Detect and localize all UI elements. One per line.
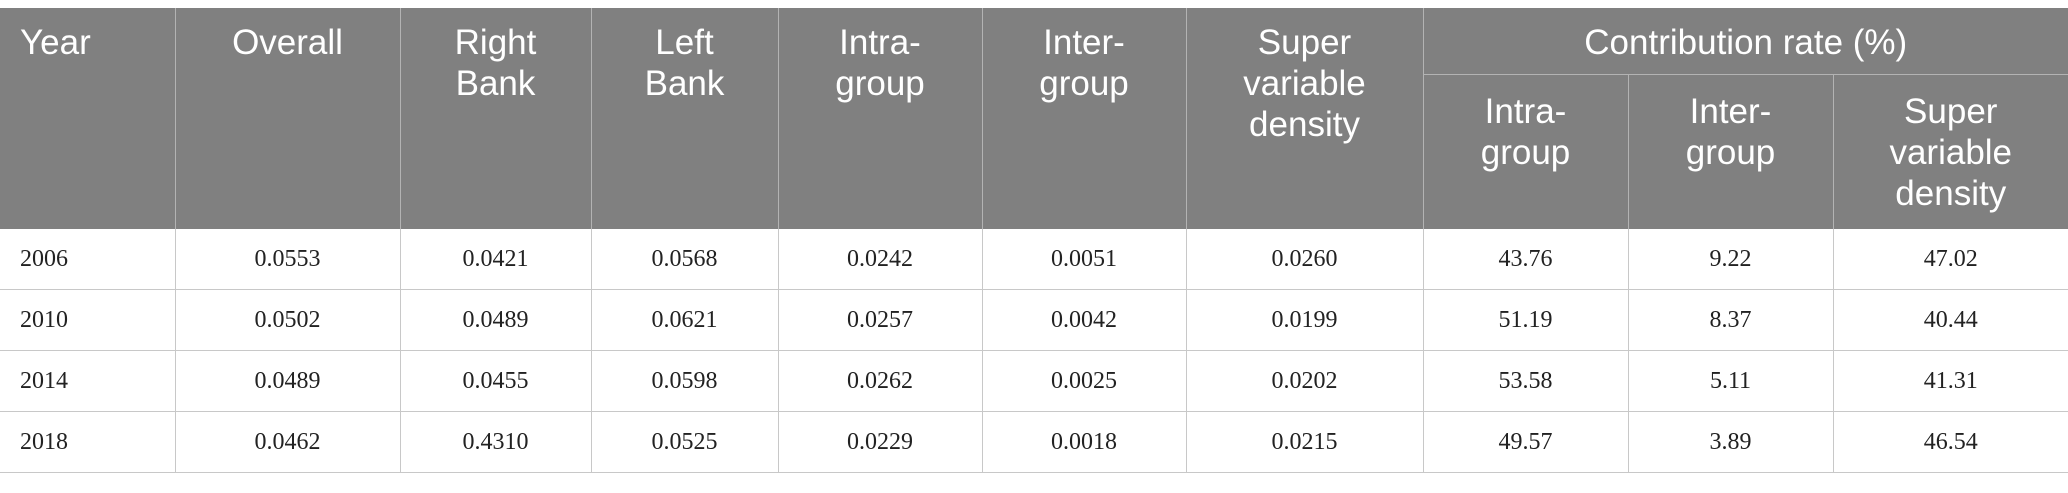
- cell-contrib-intra: 53.58: [1422, 350, 1629, 412]
- cell-year: 2014: [0, 350, 176, 412]
- cell-contrib-intra: 49.57: [1422, 411, 1629, 473]
- table-row: 2018 0.0462 0.4310 0.0525 0.0229 0.0018 0.0215…: [0, 411, 2068, 473]
- cell-contrib-super: 41.31: [1832, 350, 2068, 412]
- header-overall: Overall: [174, 8, 401, 229]
- header-contrib-super-variable-density-label: Super variable density: [1889, 92, 2013, 213]
- cell-left-bank: 0.0568: [590, 229, 779, 290]
- cell-year: 2010: [0, 289, 176, 351]
- cell-right-bank: 0.4310: [399, 411, 592, 473]
- cell-contrib-inter: 3.89: [1627, 411, 1834, 473]
- cell-left-bank: 0.0598: [590, 350, 779, 412]
- header-super-variable-density-label: Super variable density: [1243, 23, 1366, 144]
- cell-intra-group: 0.0229: [777, 411, 983, 473]
- header-overall-label: Overall: [232, 23, 343, 62]
- cell-contrib-inter: 9.22: [1627, 229, 1834, 290]
- table-body: 2006 0.0553 0.0421 0.0568 0.0242 0.0051 0.0260…: [0, 229, 2068, 473]
- header-inter-group: Inter-group: [981, 8, 1187, 229]
- cell-contrib-super: 46.54: [1832, 411, 2068, 473]
- header-contrib-intra-group-label: Intra-group: [1480, 92, 1571, 172]
- header-year: Year: [0, 8, 176, 229]
- header-left-bank-label: Left Bank: [644, 23, 725, 103]
- header-inter-group-label: Inter-group: [1039, 23, 1129, 103]
- cell-contrib-super: 40.44: [1832, 289, 2068, 351]
- table-row: 2006 0.0553 0.0421 0.0568 0.0242 0.0051 0.0260…: [0, 229, 2068, 290]
- cell-overall: 0.0489: [174, 350, 401, 412]
- cell-super-variable-density: 0.0260: [1185, 229, 1424, 290]
- cell-overall: 0.0553: [174, 229, 401, 290]
- header-contribution-rate: Contribution rate (%): [1422, 8, 2068, 75]
- header-contribution-rate-label: Contribution rate (%): [1584, 23, 1908, 62]
- cell-super-variable-density: 0.0202: [1185, 350, 1424, 412]
- cell-contrib-inter: 8.37: [1627, 289, 1834, 351]
- cell-right-bank: 0.0421: [399, 229, 592, 290]
- cell-intra-group: 0.0257: [777, 289, 983, 351]
- header-contrib-intra-group: Intra-group: [1422, 74, 1629, 229]
- cell-inter-group: 0.0051: [981, 229, 1187, 290]
- header-contrib-super-variable-density: Super variable density: [1832, 74, 2068, 229]
- cell-right-bank: 0.0455: [399, 350, 592, 412]
- cell-super-variable-density: 0.0199: [1185, 289, 1424, 351]
- header-contrib-inter-group: Inter-group: [1627, 74, 1834, 229]
- cell-overall: 0.0502: [174, 289, 401, 351]
- cell-inter-group: 0.0018: [981, 411, 1187, 473]
- table-row: 2010 0.0502 0.0489 0.0621 0.0257 0.0042 0.0199…: [0, 289, 2068, 351]
- cell-left-bank: 0.0525: [590, 411, 779, 473]
- cell-inter-group: 0.0025: [981, 350, 1187, 412]
- table-row: 2014 0.0489 0.0455 0.0598 0.0262 0.0025 0.0202…: [0, 350, 2068, 412]
- cell-intra-group: 0.0262: [777, 350, 983, 412]
- data-table: Year Overall Right Bank Left Bank Intra-gr…: [0, 8, 2068, 473]
- cell-contrib-intra: 43.76: [1422, 229, 1629, 290]
- cell-contrib-inter: 5.11: [1627, 350, 1834, 412]
- cell-inter-group: 0.0042: [981, 289, 1187, 351]
- cell-left-bank: 0.0621: [590, 289, 779, 351]
- header-super-variable-density: Super variable density: [1185, 8, 1424, 229]
- cell-contrib-intra: 51.19: [1422, 289, 1629, 351]
- header-intra-group: Intra-group: [777, 8, 983, 229]
- cell-super-variable-density: 0.0215: [1185, 411, 1424, 473]
- cell-year: 2006: [0, 229, 176, 290]
- cell-right-bank: 0.0489: [399, 289, 592, 351]
- cell-year: 2018: [0, 411, 176, 473]
- header-year-label: Year: [20, 23, 91, 62]
- cell-intra-group: 0.0242: [777, 229, 983, 290]
- header-right-bank-label: Right Bank: [454, 23, 537, 103]
- cell-contrib-super: 47.02: [1832, 229, 2068, 290]
- header-intra-group-label: Intra-group: [835, 23, 925, 103]
- header-right-bank: Right Bank: [399, 8, 592, 229]
- cell-overall: 0.0462: [174, 411, 401, 473]
- header-left-bank: Left Bank: [590, 8, 779, 229]
- header-contrib-inter-group-label: Inter-group: [1685, 92, 1776, 172]
